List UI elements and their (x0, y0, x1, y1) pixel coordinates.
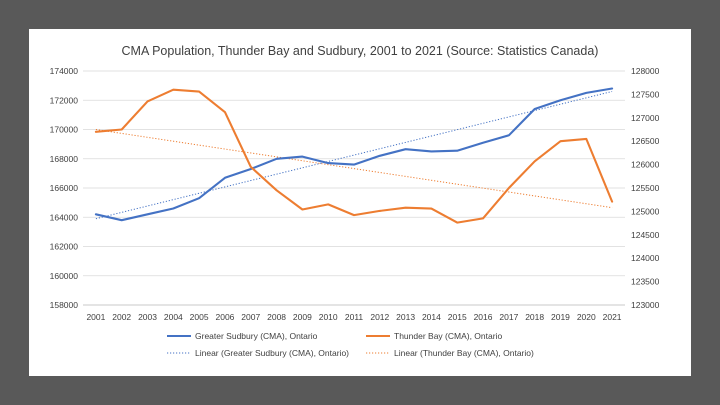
x-tick-label: 2008 (267, 312, 286, 322)
right-tick-label: 127500 (631, 89, 660, 99)
chart-panel: CMA Population, Thunder Bay and Sudbury,… (29, 29, 691, 376)
right-y-axis: 123000 123500 124000 124500 125000 125500 1260… (631, 66, 660, 310)
x-tick-label: 2020 (577, 312, 596, 322)
left-tick-label: 172000 (50, 95, 79, 105)
x-tick-label: 2010 (319, 312, 338, 322)
series-line (94, 88, 614, 224)
trendline (95, 129, 613, 209)
x-tick-label: 2016 (474, 312, 493, 322)
left-tick-label: 158000 (50, 300, 79, 310)
right-tick-label: 123500 (631, 277, 660, 287)
left-tick-label: 164000 (50, 212, 79, 222)
x-tick-label: 2012 (370, 312, 389, 322)
x-tick-label: 2004 (164, 312, 183, 322)
x-tick-label: 2015 (448, 312, 467, 322)
x-tick-label: 2018 (525, 312, 544, 322)
gridlines (83, 70, 625, 306)
right-tick-label: 124000 (631, 253, 660, 263)
x-tick-label: 2002 (112, 312, 131, 322)
right-tick-label: 127000 (631, 113, 660, 123)
x-tick-label: 2011 (345, 312, 364, 322)
x-tick-label: 2021 (603, 312, 622, 322)
right-tick-label: 126000 (631, 160, 660, 170)
right-tick-label: 125500 (631, 183, 660, 193)
legend: Greater Sudbury (CMA), Ontario Thunder Ba… (167, 331, 534, 358)
legend-label: Linear (Greater Sudbury (CMA), Ontario) (195, 348, 349, 358)
right-tick-label: 123000 (631, 300, 660, 310)
x-tick-label: 2019 (551, 312, 570, 322)
right-tick-label: 124500 (631, 230, 660, 240)
x-tick-label: 2014 (422, 312, 441, 322)
left-tick-label: 162000 (50, 242, 79, 252)
left-tick-label: 160000 (50, 271, 79, 281)
x-tick-label: 2005 (190, 312, 209, 322)
x-tick-label: 2001 (86, 312, 105, 322)
left-y-axis: 158000 160000 162000 164000 166000 168000 1700… (50, 66, 79, 310)
legend-label: Linear (Thunder Bay (CMA), Ontario) (394, 348, 534, 358)
right-tick-label: 126500 (631, 136, 660, 146)
left-tick-label: 168000 (50, 154, 79, 164)
left-tick-label: 174000 (50, 66, 79, 76)
right-tick-label: 128000 (631, 66, 660, 76)
x-tick-label: 2013 (396, 312, 415, 322)
legend-label: Greater Sudbury (CMA), Ontario (195, 331, 318, 341)
line-chart: CMA Population, Thunder Bay and Sudbury,… (50, 44, 660, 358)
trendlines (95, 90, 613, 220)
series-line (94, 87, 614, 222)
x-tick-label: 2006 (215, 312, 234, 322)
x-tick-label: 2003 (138, 312, 157, 322)
chart-title: CMA Population, Thunder Bay and Sudbury,… (122, 44, 599, 58)
x-tick-label: 2017 (499, 312, 518, 322)
left-tick-label: 170000 (50, 125, 79, 135)
x-axis: 2001 2002 2003 2004 2005 2006 2007 2008 2009 2010… (83, 304, 625, 322)
trendline (95, 90, 613, 220)
left-tick-label: 166000 (50, 183, 79, 193)
right-tick-label: 125000 (631, 206, 660, 216)
x-tick-label: 2009 (293, 312, 312, 322)
legend-label: Thunder Bay (CMA), Ontario (394, 331, 502, 341)
series-lines (94, 87, 614, 224)
x-tick-label: 2007 (241, 312, 260, 322)
